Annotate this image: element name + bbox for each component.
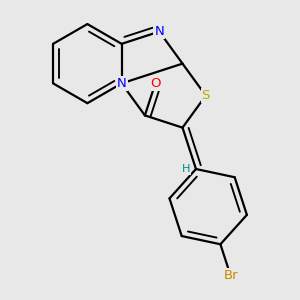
Text: N: N: [117, 77, 127, 90]
Text: Br: Br: [224, 269, 238, 282]
Text: O: O: [150, 77, 160, 90]
Text: H: H: [182, 164, 190, 174]
Text: N: N: [154, 25, 164, 38]
Text: S: S: [202, 89, 210, 102]
